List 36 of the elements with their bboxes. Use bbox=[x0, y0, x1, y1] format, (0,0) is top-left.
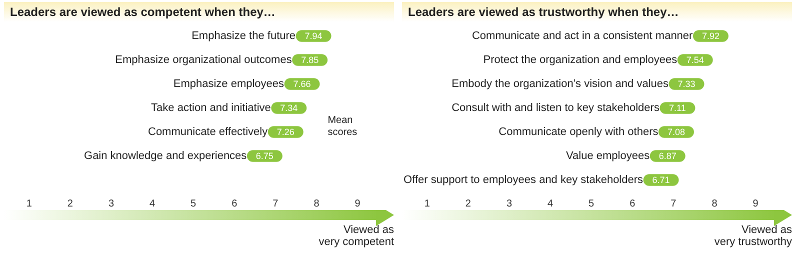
y-tick-label: Communicate effectively bbox=[148, 126, 268, 138]
chart-title: Leaders are viewed as trustworthy when they… bbox=[402, 2, 792, 22]
y-tick-label: Communicate openly with others bbox=[498, 126, 659, 138]
x-tick-label: 3 bbox=[108, 198, 114, 210]
x-tick-label: 1 bbox=[424, 198, 430, 210]
y-tick-label: Consult with and listen to key stakeholders bbox=[452, 102, 660, 114]
chart-title: Leaders are viewed as competent when they… bbox=[4, 2, 394, 22]
x-tick-label: 1 bbox=[26, 198, 32, 210]
x-tick-label: 7 bbox=[272, 198, 279, 210]
x-tick-label: 7 bbox=[670, 198, 677, 210]
y-tick-label: Emphasize employees bbox=[173, 78, 285, 90]
y-tick-label: Emphasize the future bbox=[192, 30, 296, 42]
x-tick-label: 8 bbox=[314, 198, 320, 210]
x-tick-label: 3 bbox=[506, 198, 512, 210]
x-tick-label: 4 bbox=[150, 198, 156, 210]
y-tick-label: Communicate and act in a consistent manner bbox=[472, 30, 694, 42]
annotation: Mean scores bbox=[328, 115, 358, 138]
x-tick-label: 5 bbox=[190, 198, 197, 210]
text: Viewed as very trustworthy bbox=[713, 224, 792, 248]
x-tick-label: 9 bbox=[354, 198, 361, 210]
x-tick-label: 2 bbox=[67, 198, 74, 210]
x-tick-label: 9 bbox=[752, 198, 759, 210]
y-tick-label: Take action and initiative bbox=[151, 102, 271, 114]
x-tick-label: 6 bbox=[630, 198, 636, 210]
y-tick-label: Value employees bbox=[566, 150, 650, 162]
y-tick-label: Gain knowledge and experiences bbox=[84, 150, 248, 162]
x-tick-label: 6 bbox=[232, 198, 238, 210]
text: Viewed as very competent bbox=[318, 224, 394, 248]
y-tick-label: Emphasize organizational outcomes bbox=[115, 54, 292, 66]
y-tick-label: Protect the organization and employees bbox=[483, 54, 678, 66]
x-tick-label: 4 bbox=[548, 198, 554, 210]
y-tick-label: Embody the organization’s vision and values bbox=[452, 78, 669, 90]
y-tick-label: Offer support to employees and key stakeholders bbox=[404, 174, 644, 186]
x-tick-label: 2 bbox=[465, 198, 472, 210]
x-tick-label: 5 bbox=[588, 198, 595, 210]
x-tick-label: 8 bbox=[712, 198, 718, 210]
